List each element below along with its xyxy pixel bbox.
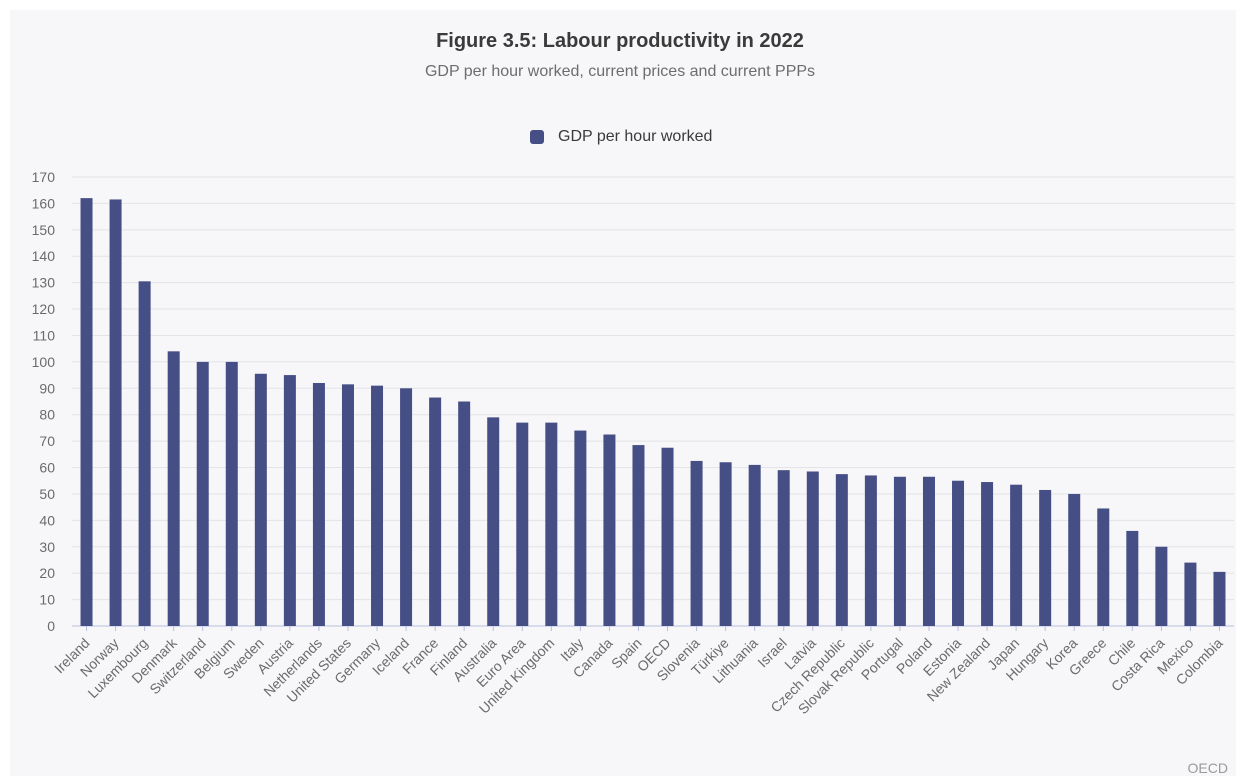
bar[interactable] [196,361,209,626]
y-tick-label: 40 [39,512,55,528]
bar[interactable] [777,470,790,626]
y-tick-label: 170 [32,169,56,185]
bar[interactable] [893,476,906,626]
bar[interactable] [167,351,180,626]
y-tick-label: 0 [47,618,55,634]
y-tick-label: 30 [39,539,55,555]
bar[interactable] [864,475,877,626]
bar[interactable] [952,480,965,626]
legend-label: GDP per hour worked [558,128,713,145]
bar[interactable] [981,482,994,626]
y-tick-label: 100 [32,354,56,370]
y-tick-label: 90 [39,380,55,396]
y-tick-label: 10 [39,592,55,608]
y-tick-label: 130 [32,275,56,291]
y-tick-label: 70 [39,433,55,449]
bar[interactable] [109,199,122,626]
y-tick-label: 60 [39,460,55,476]
bar[interactable] [400,388,413,626]
bar[interactable] [719,462,732,626]
bar[interactable] [254,373,267,626]
bar[interactable] [574,430,587,626]
bar[interactable] [690,460,703,626]
legend[interactable]: GDP per hour worked [530,128,712,146]
bar[interactable] [632,445,645,626]
bar[interactable] [1010,484,1023,626]
bar[interactable] [545,422,558,626]
bar[interactable] [748,464,761,626]
legend-swatch [530,130,544,144]
bar[interactable] [1068,493,1081,626]
bar[interactable] [429,397,442,626]
bar[interactable] [312,383,325,626]
bar[interactable] [487,417,500,626]
bar[interactable] [806,471,819,626]
bar[interactable] [922,476,935,626]
bar[interactable] [1184,562,1197,626]
y-tick-label: 160 [32,195,56,211]
bar[interactable] [516,422,529,626]
y-tick-label: 150 [32,222,56,238]
chart-title: Figure 3.5: Labour productivity in 2022 [436,30,804,52]
bar[interactable] [1039,489,1052,626]
bar[interactable] [283,375,296,626]
y-tick-label: 20 [39,565,55,581]
y-tick-label: 140 [32,248,56,264]
bar[interactable] [138,281,151,626]
y-tick-label: 120 [32,301,56,317]
bar[interactable] [225,361,238,626]
source-label: OECD [1187,760,1228,776]
bar[interactable] [603,434,616,626]
bar[interactable] [661,447,674,626]
bar[interactable] [1155,546,1168,626]
bar[interactable] [458,401,471,627]
bar[interactable] [835,474,848,626]
y-tick-label: 50 [39,486,55,502]
y-tick-label: 110 [33,327,56,343]
chart-subtitle: GDP per hour worked, current prices and … [424,63,816,80]
chart-panel [10,10,1236,776]
bar[interactable] [341,384,354,626]
y-tick-label: 80 [39,407,55,423]
bar[interactable] [1097,508,1110,626]
bar[interactable] [1213,571,1226,626]
bar[interactable] [371,385,384,626]
bar[interactable] [80,198,93,627]
bar[interactable] [1126,530,1139,626]
